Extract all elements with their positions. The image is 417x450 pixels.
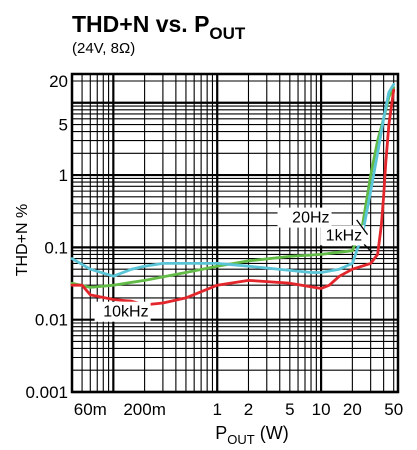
series-label-1khz: 1kHz — [326, 227, 362, 244]
plot-border — [70, 72, 400, 394]
series-line-1khz — [70, 82, 396, 278]
y-axis-label: THD+N % — [14, 204, 31, 276]
x-tick-label: 60m — [74, 400, 107, 419]
chart-subtitle: (24V, 8Ω) — [72, 40, 135, 57]
y-tick-label: 0.1 — [44, 238, 68, 257]
label-leader-20hz — [356, 219, 369, 236]
x-axis-label: POUT (W) — [215, 423, 288, 445]
x-tick-label: 20 — [343, 400, 362, 419]
x-tick-label: 1 — [212, 400, 221, 419]
y-tick-label: 1 — [59, 166, 68, 185]
y-tick-label: 0.001 — [25, 383, 68, 402]
series-label-10khz: 10kHz — [103, 304, 148, 321]
x-tick-label: 50 — [384, 400, 403, 419]
x-tick-label: 10 — [312, 400, 331, 419]
series-label-bg-1khz — [320, 225, 365, 246]
label-leader-1khz — [363, 243, 373, 253]
x-tick-label: 5 — [285, 400, 294, 419]
series-label-20hz: 20Hz — [292, 210, 329, 227]
chart-title: THD+N vs. POUT — [72, 11, 246, 43]
series-label-bg-10khz — [94, 301, 151, 322]
y-tick-label: 5 — [59, 116, 68, 135]
y-tick-label: 20 — [49, 72, 68, 91]
series-line-10khz — [70, 88, 396, 307]
x-tick-label: 2 — [244, 400, 253, 419]
x-axis-label-subscript: OUT — [227, 432, 255, 445]
chart-title-subscript: OUT — [209, 24, 246, 43]
series-label-bg-20hz — [277, 207, 332, 228]
y-tick-label: 0.01 — [35, 311, 68, 330]
x-tick-label: 200m — [123, 400, 166, 419]
